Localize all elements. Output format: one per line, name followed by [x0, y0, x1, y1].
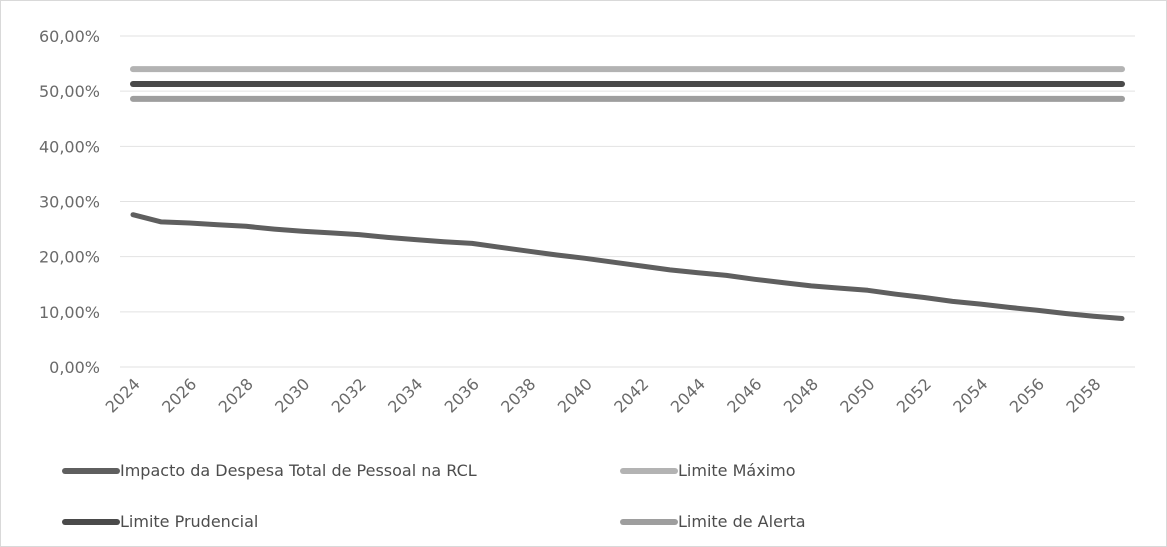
gridlines	[120, 35, 1135, 368]
x-tick-label: 2056	[1006, 374, 1048, 416]
x-axis-ticks: 2024 2026 2028 2030 2032 2034 2036 2038 2040 2042…	[102, 374, 1105, 416]
x-tick-label: 2040	[554, 374, 596, 416]
x-tick-label: 2046	[723, 374, 765, 416]
x-tick-label: 2026	[158, 374, 200, 416]
x-tick-label: 2052	[893, 374, 935, 416]
y-tick-label: 50,00%	[39, 82, 100, 101]
x-tick-label: 2038	[497, 374, 539, 416]
x-tick-label: 2050	[836, 374, 878, 416]
y-tick-label: 10,00%	[39, 303, 100, 322]
legend-label-impacto: Impacto da Despesa Total de Pessoal na R…	[120, 461, 477, 480]
legend-item-limite-alerta: Limite de Alerta	[620, 512, 806, 531]
legend-swatch-impacto	[62, 467, 120, 474]
x-tick-label: 2034	[384, 374, 426, 416]
x-tick-label: 2024	[102, 374, 144, 416]
series-lines	[130, 66, 1125, 321]
legend-item-limite-prudencial: Limite Prudencial	[62, 512, 258, 531]
y-tick-label: 0,00%	[49, 358, 100, 377]
legend-item-limite-maximo: Limite Máximo	[620, 461, 796, 480]
y-axis-ticks: 0,00% 10,00% 20,00% 30,00% 40,00% 50,00% 60,00…	[39, 27, 100, 377]
x-tick-label: 2048	[780, 374, 822, 416]
legend-swatch-limite-maximo	[620, 467, 678, 474]
x-tick-label: 2054	[949, 374, 991, 416]
legend-label-limite-alerta: Limite de Alerta	[678, 512, 806, 531]
y-tick-label: 30,00%	[39, 193, 100, 212]
legend-swatch-limite-alerta	[620, 518, 678, 525]
x-tick-label: 2042	[610, 374, 652, 416]
x-tick-label: 2044	[667, 374, 709, 416]
x-tick-label: 2036	[441, 374, 483, 416]
x-tick-label: 2032	[328, 374, 370, 416]
legend-swatch-limite-prudencial	[62, 518, 120, 525]
y-tick-label: 40,00%	[39, 137, 100, 156]
x-tick-label: 2058	[1062, 374, 1104, 416]
legend-item-impacto: Impacto da Despesa Total de Pessoal na R…	[62, 461, 477, 480]
x-tick-label: 2028	[215, 374, 257, 416]
series-line-0	[130, 212, 1125, 321]
x-tick-label: 2030	[271, 374, 313, 416]
legend-label-limite-maximo: Limite Máximo	[678, 461, 796, 480]
y-tick-label: 60,00%	[39, 27, 100, 46]
legend-label-limite-prudencial: Limite Prudencial	[120, 512, 259, 531]
y-tick-label: 20,00%	[39, 248, 100, 267]
